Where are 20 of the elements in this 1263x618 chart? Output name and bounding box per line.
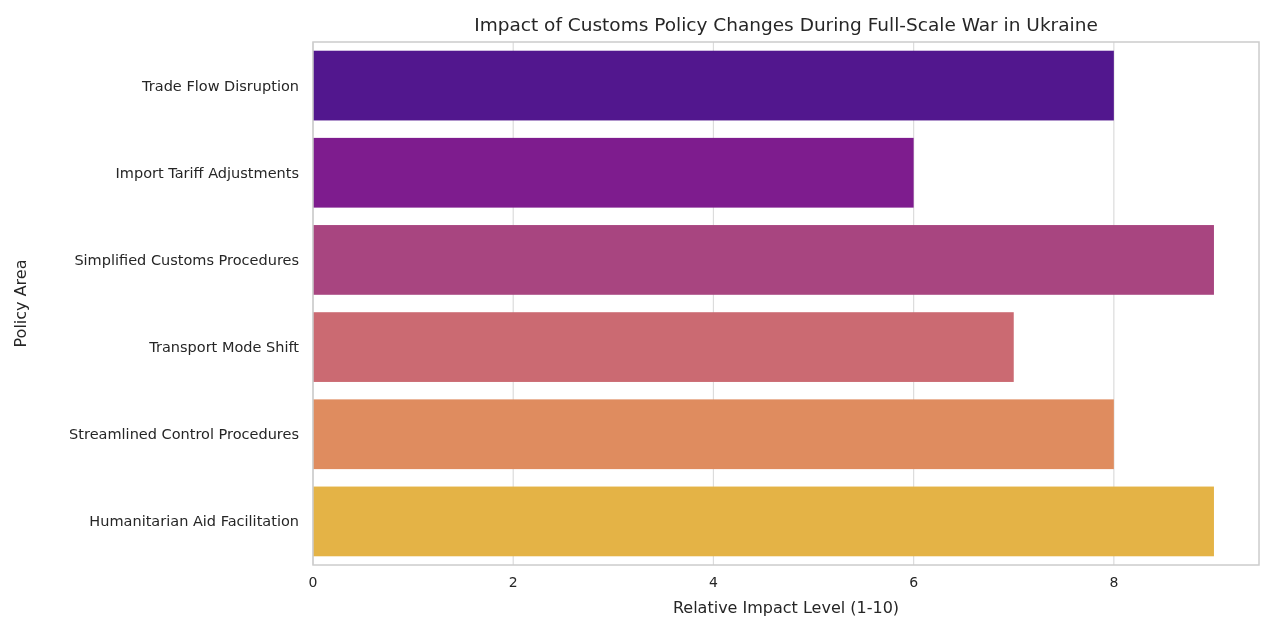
y-tick-label: Streamlined Control Procedures (69, 426, 299, 443)
y-tick-label: Humanitarian Aid Facilitation (89, 513, 299, 530)
x-tick-label: 2 (508, 574, 518, 590)
x-tick-label: 0 (308, 574, 318, 590)
bar (313, 399, 1114, 470)
y-axis-title: Policy Area (11, 259, 30, 348)
y-tick-label: Trade Flow Disruption (141, 77, 299, 94)
y-tick-label: Import Tariff Adjustments (115, 164, 299, 181)
bar (313, 50, 1114, 121)
bar (313, 312, 1014, 382)
x-tick-label: 4 (708, 574, 718, 590)
chart-title: Impact of Customs Policy Changes During Full-Scale War in Ukraine (474, 14, 1098, 35)
bar (313, 486, 1214, 557)
x-tick-label: 8 (1109, 574, 1119, 590)
y-tick-label: Simplified Customs Procedures (74, 251, 299, 268)
y-tick-label: Transport Mode Shift (148, 339, 300, 356)
bar (313, 137, 914, 208)
bar (313, 225, 1214, 295)
x-tick-label: 6 (909, 574, 919, 590)
x-axis-title: Relative Impact Level (1-10) (672, 598, 900, 617)
